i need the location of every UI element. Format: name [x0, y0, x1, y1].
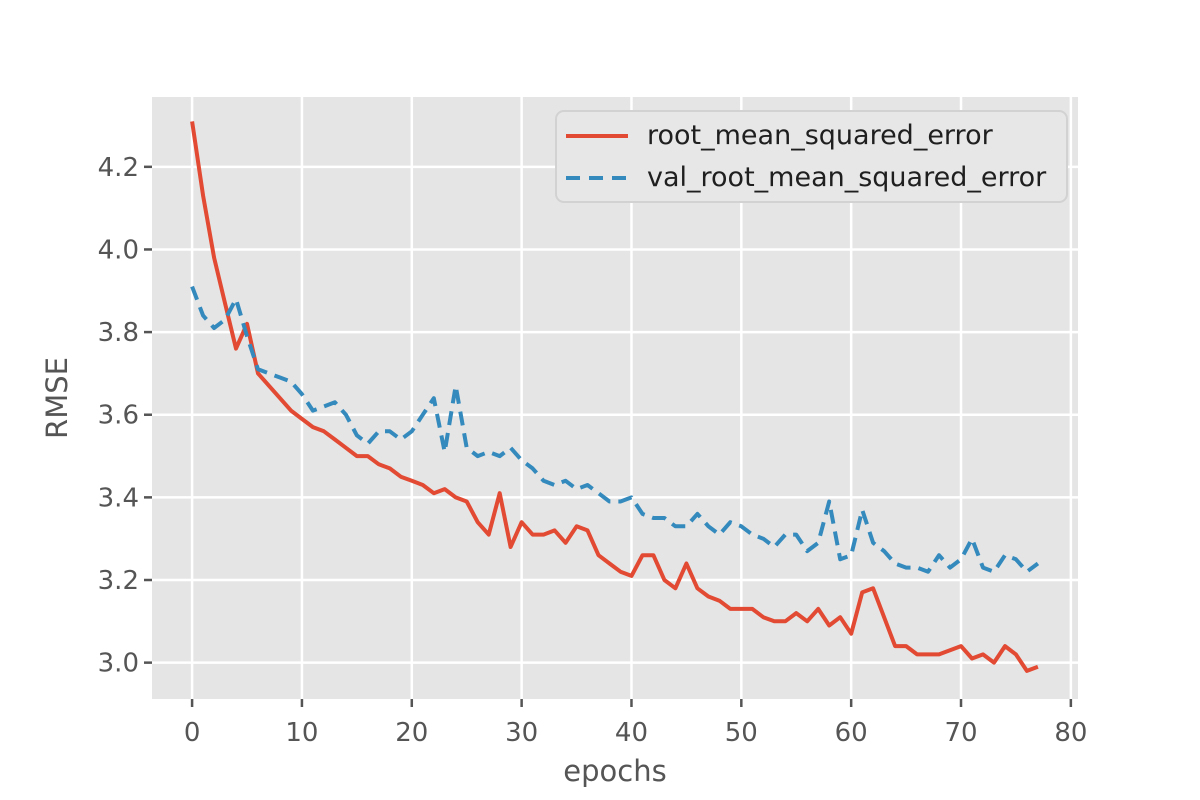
y-tick-label: 3.6	[98, 401, 139, 431]
x-tick-label: 0	[184, 718, 201, 748]
series-line-val_root_mean_squared_error	[190, 285, 1040, 574]
legend-label-train: root_mean_squared_error	[647, 120, 993, 151]
x-tick-label: 80	[1054, 718, 1087, 748]
legend-dashed-line-icon	[566, 175, 628, 180]
gridlines	[152, 97, 1078, 699]
y-tick-label: 3.8	[98, 318, 139, 348]
x-tick-label: 10	[285, 718, 318, 748]
y-tick-label: 4.2	[98, 153, 139, 183]
x-tick-label: 40	[615, 718, 648, 748]
legend-entry-train: root_mean_squared_error	[566, 119, 1066, 153]
legend: root_mean_squared_error val_root_mean_sq…	[555, 110, 1068, 203]
y-tick-label: 3.2	[98, 566, 139, 596]
legend-entry-val: val_root_mean_squared_error	[566, 161, 1066, 195]
x-tick-label: 70	[944, 718, 977, 748]
y-tick-label: 4.0	[98, 235, 139, 265]
x-axis-label: epochs	[563, 754, 667, 788]
legend-label-val: val_root_mean_squared_error	[647, 162, 1047, 193]
legend-solid-line-icon	[566, 133, 628, 138]
x-tick-label: 30	[505, 718, 538, 748]
x-tick-label: 50	[725, 718, 758, 748]
x-tick-label: 60	[835, 718, 868, 748]
x-tick-label: 20	[395, 718, 428, 748]
x-axis-ticks: 0 10 20 30 40 50 60 70 80	[184, 699, 1087, 748]
y-axis-ticks: 3.0 3.2 3.4 3.6 3.8 4.0 4.2	[98, 153, 152, 679]
y-tick-label: 3.4	[98, 483, 139, 513]
series-line-root_mean_squared_error	[190, 121, 1039, 673]
y-tick-label: 3.0	[98, 649, 139, 679]
y-axis-label: RMSE	[40, 357, 74, 439]
